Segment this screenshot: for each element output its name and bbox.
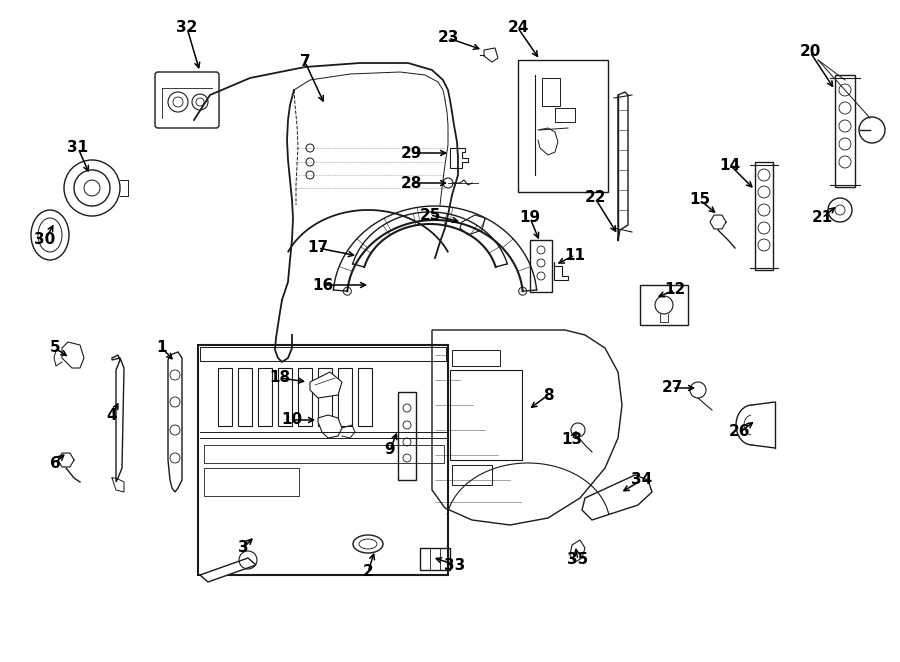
Text: 25: 25 [419,207,441,222]
Text: 14: 14 [719,158,741,173]
Text: 3: 3 [238,540,248,555]
Text: 10: 10 [282,412,302,428]
Bar [555,108,575,122]
Text: 4: 4 [107,408,117,422]
Text: 34: 34 [632,473,652,487]
Text: 13: 13 [562,432,582,448]
Text: 23: 23 [437,30,459,46]
Text: 32: 32 [176,21,198,36]
Text: 26: 26 [729,424,751,440]
Text: 2: 2 [363,565,374,579]
Bar [398,392,416,480]
Bar [530,240,552,292]
Bar [450,370,522,460]
Bar [318,368,332,426]
Bar [452,350,500,366]
Text: 16: 16 [312,277,334,293]
Text: 24: 24 [508,21,528,36]
FancyBboxPatch shape [155,72,219,128]
Text: 30: 30 [34,232,56,248]
Text: 33: 33 [445,557,465,573]
Bar [198,345,448,575]
Text: 8: 8 [543,387,553,402]
Polygon shape [450,148,468,168]
Text: 17: 17 [308,240,328,256]
Polygon shape [570,540,585,562]
Polygon shape [62,342,84,368]
Polygon shape [112,355,124,482]
Bar [452,465,492,485]
Text: 28: 28 [400,175,422,191]
Bar [518,60,608,192]
Text: 35: 35 [567,553,589,567]
Text: 6: 6 [50,455,60,471]
Bar [204,445,444,463]
Bar [835,75,855,187]
Bar [204,468,299,496]
Text: 15: 15 [689,193,711,207]
Polygon shape [200,558,256,582]
Bar [358,368,372,426]
Polygon shape [318,415,342,438]
Bar [542,78,560,106]
Bar [298,368,312,426]
Text: 7: 7 [300,54,310,70]
Polygon shape [484,48,498,62]
Bar [258,368,272,426]
Text: 5: 5 [50,340,60,355]
Text: 27: 27 [662,381,683,395]
Polygon shape [310,372,342,398]
Bar [755,162,773,270]
Text: 29: 29 [400,146,422,160]
Bar [200,347,446,361]
Text: 18: 18 [269,371,291,385]
Bar [278,368,292,426]
Bar [338,368,352,426]
Text: 9: 9 [384,442,395,457]
Bar [420,548,450,570]
Polygon shape [582,475,652,520]
Text: 21: 21 [812,211,833,226]
Polygon shape [554,262,568,280]
Bar [640,285,688,325]
Text: 20: 20 [799,44,821,60]
Text: 19: 19 [519,211,541,226]
Text: 22: 22 [584,191,606,205]
Bar [218,368,232,426]
Text: 11: 11 [564,248,586,263]
Polygon shape [168,352,182,492]
Bar [238,368,252,426]
Text: 31: 31 [68,140,88,156]
Text: 12: 12 [664,283,686,297]
Text: 1: 1 [157,340,167,355]
